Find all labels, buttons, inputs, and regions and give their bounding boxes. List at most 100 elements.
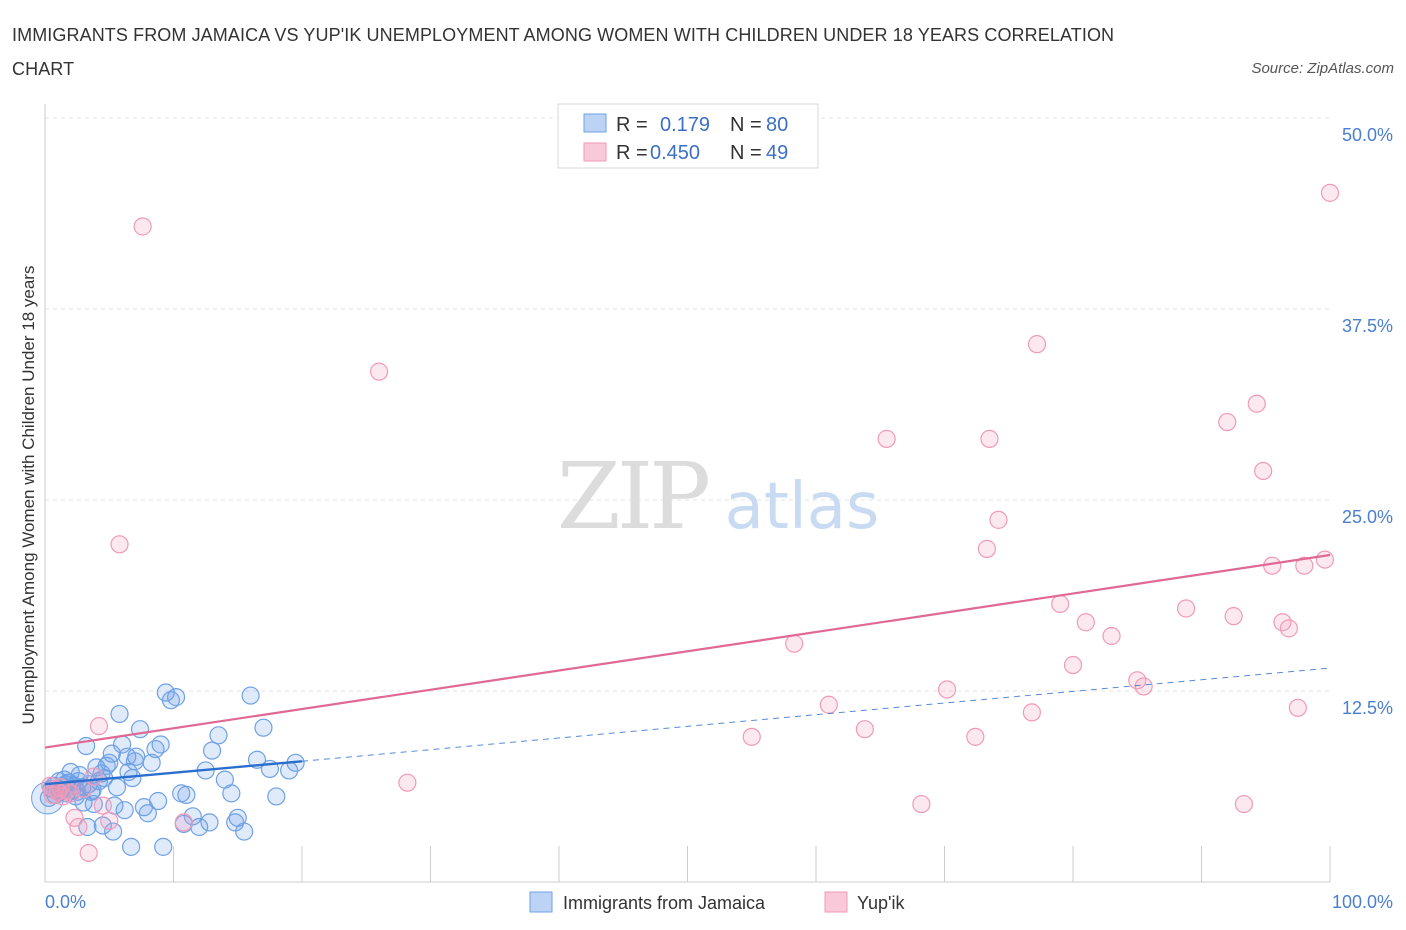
legend-r-label-2: R =	[616, 142, 648, 164]
y-tick-label-2: 37.5%	[1342, 316, 1393, 336]
jamaica-point-63	[61, 762, 80, 782]
yupik-point-24	[855, 720, 874, 739]
jamaica-point-55	[241, 686, 260, 705]
legend-n-label-2: N =	[730, 142, 762, 164]
bottom-legend-label-yupik: Yup'ik	[857, 893, 905, 913]
yupik-point-39	[1134, 677, 1153, 696]
yupik-point-11	[79, 843, 98, 863]
y-tick-label-0: 12.5%	[1342, 698, 1393, 718]
yupik-point-49	[1279, 619, 1298, 638]
top-legend: R = 0.179 N = 80 R = 0.450 N = 49	[557, 103, 819, 169]
yupik-point-51	[1315, 550, 1334, 569]
jamaica-point-57	[254, 718, 273, 737]
jamaica-point-59	[267, 787, 286, 806]
jamaica-point-40	[151, 735, 170, 754]
jamaica-point-73	[83, 781, 102, 800]
yupik-point-28	[966, 727, 985, 746]
legend-r-value-2: 0.450	[650, 142, 700, 164]
jamaica-point-19	[84, 794, 103, 814]
source-note: Source: ZipAtlas.com	[1251, 60, 1394, 77]
jamaica-point-42	[161, 691, 181, 710]
grid-layer	[45, 117, 1330, 692]
yupik-point-21	[742, 727, 761, 746]
yupik-point-15	[100, 811, 119, 830]
yupik-point-34	[1051, 594, 1070, 614]
legend-swatch-jamaica	[583, 113, 607, 133]
x-tick-label-1: 100.0%	[1332, 892, 1393, 912]
yupik-point-17	[133, 217, 152, 236]
yupik-point-32	[1022, 703, 1041, 722]
series-yupik-points	[41, 183, 1340, 863]
yupik-point-44	[1247, 394, 1266, 413]
jamaica-point-71	[226, 813, 245, 832]
bottom-legend: Immigrants from Jamaica Yup'ik	[529, 891, 905, 913]
jamaica-point-50	[209, 726, 228, 745]
chart-title: IMMIGRANTS FROM JAMAICA VS YUP'IK UNEMPL…	[12, 25, 1115, 79]
watermark: ZIP atlas	[557, 443, 879, 550]
yupik-point-42	[1224, 607, 1243, 626]
jamaica-point-70	[200, 813, 219, 832]
jamaica-point-45	[177, 785, 196, 805]
jamaica-point-28	[107, 778, 127, 797]
jamaica-point-79	[66, 787, 85, 806]
jamaica-point-52	[222, 784, 241, 803]
legend-n-label-1: N =	[730, 114, 762, 136]
jamaica-point-29	[110, 704, 129, 724]
tick-labels: 12.5% 25.0% 37.5% 50.0% 0.0% 100.0%	[45, 125, 1393, 912]
y-tick-label-1: 25.0%	[1342, 507, 1393, 527]
yupik-point-13	[89, 717, 109, 736]
yupik-point-33	[1027, 335, 1047, 354]
jamaica-trend-extension	[301, 667, 1331, 762]
legend-swatch-yupik	[583, 142, 607, 162]
watermark-atlas: atlas	[725, 470, 880, 544]
jamaica-point-26	[102, 744, 121, 763]
yupik-point-36	[1076, 613, 1095, 632]
yupik-point-46	[1263, 556, 1282, 575]
bottom-legend-label-jamaica: Immigrants from Jamaica	[563, 893, 766, 913]
yupik-point-40	[1176, 599, 1196, 618]
jamaica-point-49	[202, 741, 222, 760]
yupik-point-48	[1288, 698, 1307, 717]
yupik-point-45	[1254, 461, 1273, 481]
yupik-point-29	[977, 539, 997, 558]
watermark-zip: ZIP	[557, 443, 708, 550]
yupik-point-26	[912, 794, 931, 814]
legend-r-label-1: R =	[616, 114, 648, 136]
yupik-point-35	[1063, 655, 1083, 675]
jamaica-trend-line	[44, 760, 303, 786]
yupik-point-12	[84, 767, 103, 786]
yupik-point-20	[398, 773, 417, 792]
legend-n-value-2: 49	[766, 142, 788, 164]
x-tick-label-0: 0.0%	[45, 892, 86, 912]
jamaica-point-66	[104, 822, 123, 841]
bottom-legend-swatch-jamaica	[529, 891, 553, 913]
jamaica-point-37	[138, 804, 157, 823]
jamaica-point-76	[148, 791, 168, 811]
jamaica-point-68	[154, 837, 173, 856]
jamaica-point-31	[115, 801, 134, 820]
jamaica-point-43	[166, 688, 186, 707]
yupik-point-18	[174, 813, 193, 832]
yupik-point-14	[93, 796, 112, 815]
axes-layer	[44, 104, 1331, 883]
legend-n-value-1: 80	[766, 114, 788, 136]
y-tick-label-3: 50.0%	[1342, 125, 1393, 145]
yupik-point-41	[1218, 412, 1237, 432]
yupik-point-19	[370, 362, 389, 381]
yupik-point-9	[69, 817, 88, 837]
yupik-point-23	[819, 695, 838, 714]
yupik-point-16	[110, 535, 129, 554]
jamaica-point-75	[125, 752, 145, 771]
bottom-legend-swatch-yupik	[824, 891, 848, 913]
legend-r-value-1: 0.179	[660, 114, 710, 136]
yupik-point-30	[980, 429, 999, 448]
yupik-point-50	[1295, 556, 1314, 575]
yupik-trend-line	[44, 553, 1331, 749]
yupik-point-31	[989, 510, 1008, 529]
jamaica-point-67	[121, 837, 141, 856]
yupik-point-37	[1102, 626, 1121, 646]
yupik-point-27	[937, 680, 957, 699]
yupik-point-43	[1234, 794, 1254, 814]
trend-lines	[44, 553, 1331, 786]
yupik-point-25	[877, 429, 896, 448]
